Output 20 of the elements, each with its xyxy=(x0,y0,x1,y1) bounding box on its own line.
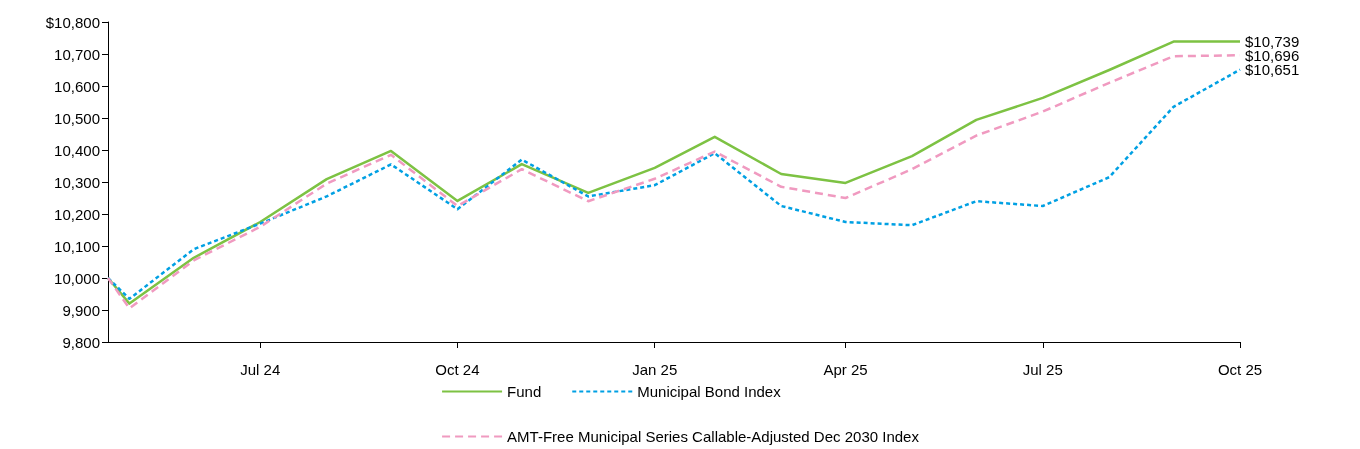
y-tick-label: 10,300 xyxy=(54,173,100,191)
legend-label: AMT-Free Municipal Series Callable-Adjusted Dec 2030 Index xyxy=(507,428,920,445)
y-tick-label: 10,000 xyxy=(54,269,100,287)
x-tick-label: Oct 24 xyxy=(435,361,480,378)
y-tick-label: 9,800 xyxy=(62,333,100,351)
y-tick-label: 10,600 xyxy=(54,77,100,95)
x-tick-label: Jul 24 xyxy=(240,361,281,378)
y-tick-label: 10,100 xyxy=(54,237,100,255)
x-tick-label: Apr 25 xyxy=(823,361,868,378)
x-tick-label: Oct 25 xyxy=(1217,361,1263,378)
x-tick-label: Jul 25 xyxy=(1022,361,1063,378)
y-tick-label: 10,500 xyxy=(54,109,100,127)
y-tick-label: 9,900 xyxy=(62,301,100,319)
y-tick-label: 10,400 xyxy=(54,141,100,159)
x-tick-label: Jan 25 xyxy=(632,361,678,378)
legend-label: Municipal Bond Index xyxy=(637,383,782,400)
legend-label: Fund xyxy=(507,383,542,400)
y-tick-label: 10,700 xyxy=(54,45,100,63)
y-tick-label: $10,800 xyxy=(45,13,100,31)
y-tick-label: 10,200 xyxy=(54,205,100,223)
